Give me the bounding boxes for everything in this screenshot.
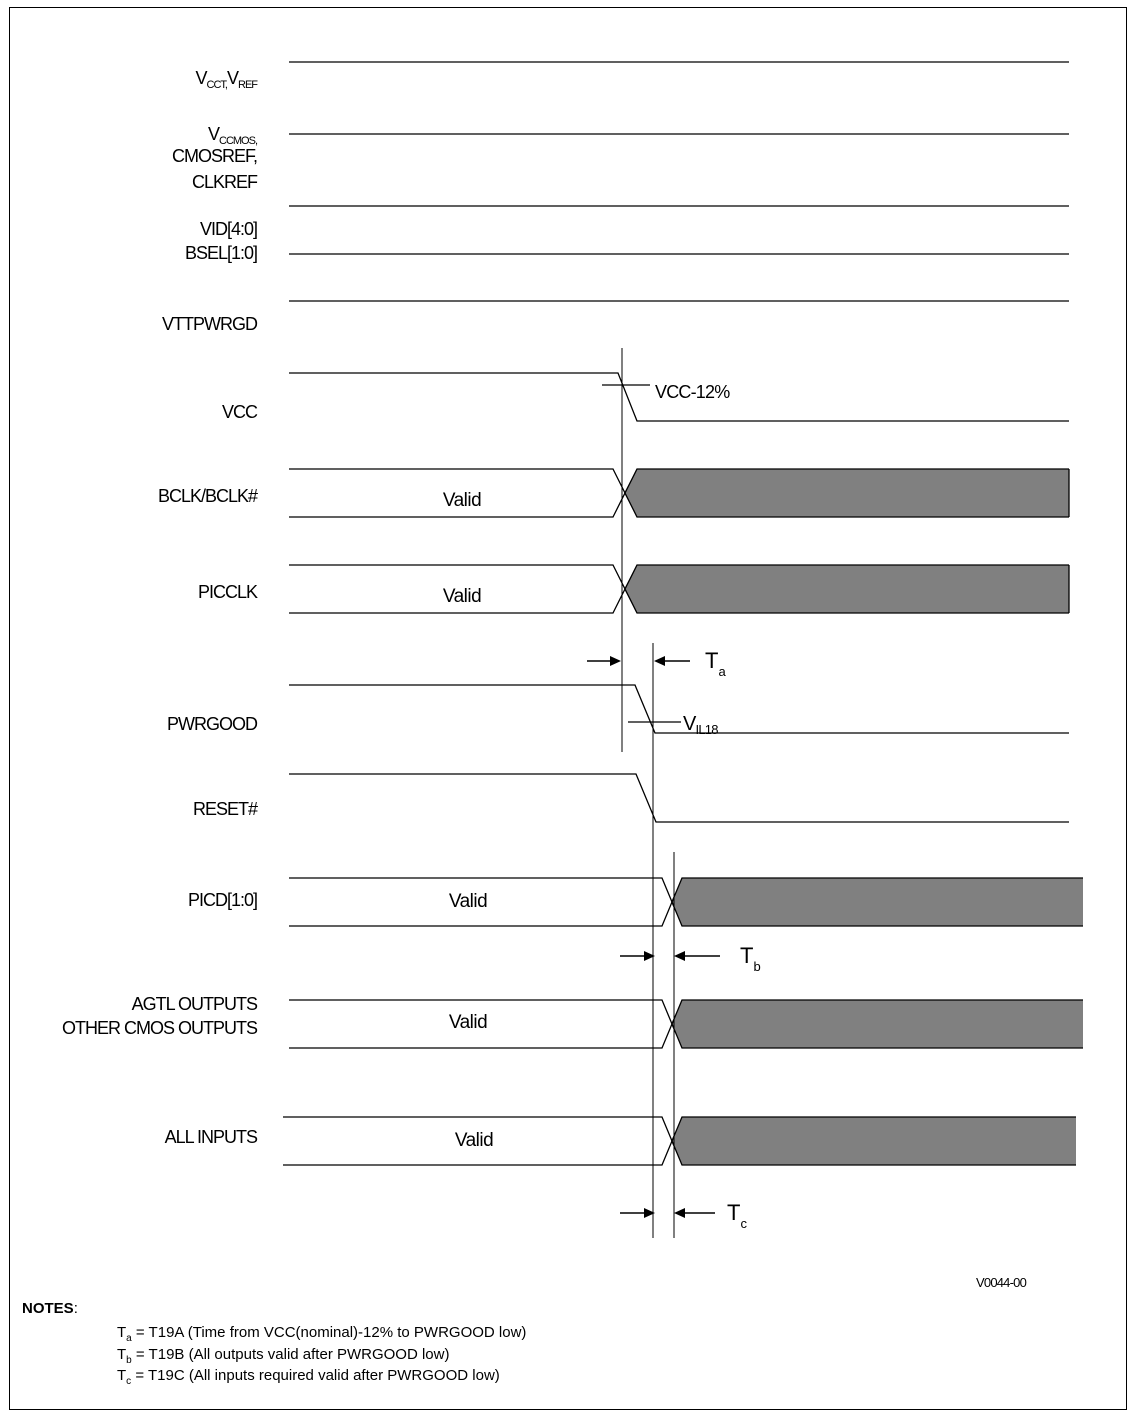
bclk-valid-label: Valid (443, 490, 481, 511)
label-clkref: CLKREF (192, 172, 258, 192)
label-vttpwrgd: VTTPWRGD (162, 314, 258, 334)
note-tc: Tc = T19C (All inputs required valid aft… (117, 1367, 500, 1387)
label-pwrgood: PWRGOOD (167, 714, 258, 734)
waveform-picclk (289, 564, 1070, 614)
notes-title: NOTES: (22, 1300, 78, 1317)
label-other-cmos-outputs: OTHER CMOS OUTPUTS (62, 1018, 258, 1038)
waveform-pwrgood (289, 684, 1069, 734)
waveform-bclk (289, 468, 1070, 518)
label-vccmos: VCCMOS, (208, 124, 258, 147)
picd-valid-label: Valid (449, 891, 487, 912)
tb-arrow-left (620, 951, 655, 961)
label-picd: PICD[1:0] (188, 890, 257, 910)
ta-arrow-left (587, 656, 621, 666)
label-all-inputs: ALL INPUTS (165, 1127, 258, 1147)
label-picclk: PICCLK (198, 582, 258, 602)
label-vid: VID[4:0] (200, 219, 257, 239)
note-tb: Tb = T19B (All outputs valid after PWRGO… (117, 1346, 449, 1366)
tc-arrow-right (674, 1208, 715, 1218)
tc-arrow-left (620, 1208, 655, 1218)
note-ta: Ta = T19A (Time from VCC(nominal)-12% to… (117, 1324, 526, 1344)
agtl-valid-label: Valid (449, 1012, 487, 1033)
vil-label: VIL18 (683, 713, 718, 737)
ta-label: Ta (705, 648, 726, 679)
label-bsel: BSEL[1:0] (185, 243, 257, 263)
label-agtl-outputs: AGTL OUTPUTS (132, 994, 258, 1014)
all-inputs-valid-label: Valid (455, 1130, 493, 1151)
tb-label: Tb (740, 943, 761, 974)
label-vcc: VCC (222, 402, 258, 422)
label-reset: RESET# (193, 799, 258, 819)
label-vcct-vref: VCCT,VREF (196, 68, 259, 91)
vcc-threshold-label: VCC-12% (655, 382, 730, 402)
waveform-picd (289, 877, 1083, 927)
figure-id: V0044-00 (976, 1275, 1027, 1290)
waveform-all-inputs (283, 1116, 1076, 1166)
waveform-vcc (289, 372, 1069, 422)
label-cmosref: CMOSREF, (172, 146, 257, 166)
picclk-valid-label: Valid (443, 586, 481, 607)
diagram-frame (9, 7, 1127, 1410)
label-bclk: BCLK/BCLK# (158, 486, 258, 506)
waveform-agtl-outputs (289, 999, 1083, 1049)
waveform-reset (289, 773, 1069, 823)
tc-label: Tc (727, 1200, 747, 1231)
ta-arrow-right (654, 656, 690, 666)
tb-arrow-right (674, 951, 720, 961)
